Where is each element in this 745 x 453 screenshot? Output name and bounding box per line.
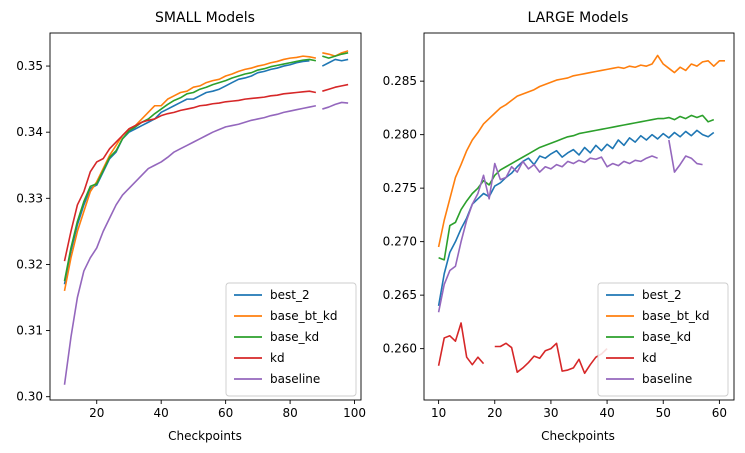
- series-line-kd: [494, 342, 608, 375]
- series-line-base-kd: [63, 58, 317, 282]
- large-models-chart: LARGE Models Checkpoints 10 20 30 40 50 60 0.2…: [383, 10, 735, 443]
- series-line-kd: [437, 322, 485, 366]
- x-tick-label: 40: [599, 406, 614, 420]
- y-tick-label: 0.260: [383, 342, 417, 356]
- legend-box: [597, 282, 729, 397]
- x-tick-label: 10: [431, 406, 446, 420]
- y-tick-label: 0.285: [383, 74, 417, 88]
- series-line-baseline: [437, 155, 658, 313]
- series-line-kd: [322, 83, 349, 92]
- series-line-base-bt-kd: [63, 55, 317, 292]
- x-tick-label: 80: [282, 406, 297, 420]
- axes-frame: [49, 32, 362, 401]
- x-axis-label: Checkpoints: [168, 429, 242, 443]
- legend-label: base_kd: [642, 330, 691, 344]
- legend-label: kd: [270, 351, 285, 365]
- legend-label: base_bt_kd: [270, 309, 338, 323]
- legend-label: kd: [642, 351, 657, 365]
- series-line-base-kd: [322, 52, 349, 59]
- y-tick-label: 0.34: [16, 125, 43, 139]
- chart-title: SMALL Models: [155, 10, 255, 26]
- series-line-best-2: [437, 129, 715, 306]
- axes-frame: [423, 32, 735, 401]
- x-tick-label: 40: [154, 406, 169, 420]
- y-tick-label: 0.31: [16, 324, 43, 338]
- x-tick-label: 20: [89, 406, 104, 420]
- small-models-chart: SMALL Models Checkpoints 20 40 60 80 100 0.30…: [16, 10, 366, 443]
- legend-label: base_bt_kd: [642, 309, 710, 323]
- series-line-base-bt-kd: [437, 54, 726, 248]
- series-line-baseline: [322, 101, 349, 110]
- y-tick-label: 0.35: [16, 59, 43, 73]
- series-line-baseline: [63, 104, 317, 385]
- x-tick-label: 60: [218, 406, 233, 420]
- y-tick-label: 0.265: [383, 288, 417, 302]
- x-tick-label: 30: [543, 406, 558, 420]
- y-tick-label: 0.32: [16, 257, 43, 271]
- y-tick-label: 0.30: [16, 390, 43, 404]
- legend-label: baseline: [270, 372, 320, 386]
- x-tick-label: 20: [487, 406, 502, 420]
- x-tick-label: 100: [343, 406, 366, 420]
- legend-label: base_kd: [270, 330, 319, 344]
- chart-title: LARGE Models: [528, 10, 629, 26]
- series-line-kd: [63, 90, 317, 262]
- x-tick-label: 60: [712, 406, 727, 420]
- y-tick-label: 0.280: [383, 128, 417, 142]
- y-tick-label: 0.33: [16, 191, 43, 205]
- legend-label: best_2: [270, 288, 310, 302]
- legend-box: [225, 282, 357, 397]
- legend-label: baseline: [642, 372, 692, 386]
- x-tick-label: 50: [656, 406, 671, 420]
- y-tick-label: 0.275: [383, 181, 417, 195]
- legend-label: best_2: [642, 288, 682, 302]
- series-line-baseline: [668, 139, 703, 173]
- y-tick-label: 0.270: [383, 235, 417, 249]
- x-axis-label: Checkpoints: [541, 429, 615, 443]
- series-line-best-2: [321, 58, 349, 67]
